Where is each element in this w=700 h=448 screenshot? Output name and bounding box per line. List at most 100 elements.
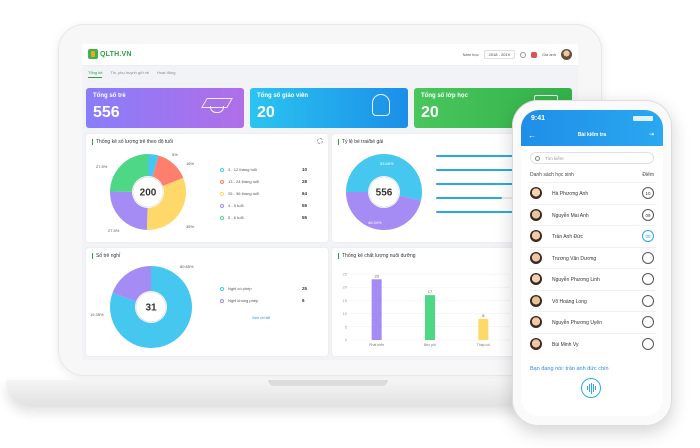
- tab-activities[interactable]: Hoạt động: [157, 70, 176, 75]
- notification-icon[interactable]: [530, 51, 537, 58]
- score-input[interactable]: [642, 251, 654, 264]
- phone-header: 9:41 ← Bài kiểm tra ⇥: [521, 110, 663, 146]
- donut-slice: [346, 153, 422, 201]
- back-arrow-icon[interactable]: ←: [528, 131, 536, 140]
- student-row[interactable]: Trần Anh Đức 09: [530, 225, 656, 246]
- user-avatar[interactable]: [561, 49, 572, 60]
- legend-item: 4 - 5 tuổi: [220, 203, 244, 208]
- score-input[interactable]: 09: [642, 230, 654, 242]
- legend-item: 25 - 36 tháng tuổi: [220, 191, 259, 196]
- tab-parent-messages[interactable]: Tin, phụ huynh gửi về: [110, 70, 150, 75]
- logout-icon[interactable]: ⇥: [648, 132, 654, 138]
- slice-label: 27.5%: [108, 228, 120, 233]
- score-input[interactable]: [642, 273, 654, 285]
- donut-center-value: 31: [145, 303, 157, 314]
- student-avatar: [530, 337, 542, 350]
- legend-label: 13 - 24 tháng tuổi: [228, 179, 260, 184]
- donut-slice: [112, 266, 151, 302]
- gender-donut-chart: 556: [346, 153, 422, 230]
- panel-title: Số trẻ nghỉ: [92, 253, 120, 259]
- legend-item: Nghỉ có phép: [220, 286, 252, 291]
- donut-slice: [109, 266, 192, 348]
- score-input[interactable]: [642, 316, 654, 328]
- score-input[interactable]: 10: [642, 187, 654, 199]
- tab-overview[interactable]: Tổng kê: [88, 70, 103, 78]
- legend-dot-icon: [220, 298, 224, 303]
- legend-value: 10: [302, 167, 308, 172]
- speech-transcript: Bạn đang nói: trần anh đức chín: [530, 366, 609, 372]
- student-name: Nguyễn Phương Linh: [552, 277, 600, 283]
- logo-icon: [88, 49, 98, 59]
- student-row[interactable]: Nguyễn Mai Anh 09: [530, 203, 656, 225]
- dashboard-screen: QLTH.VN Năm học 2018 - 2019 Gia anh Tổng…: [82, 44, 578, 360]
- legend-value: 6: [302, 298, 305, 303]
- stat-value: 556: [93, 104, 120, 121]
- legend-label: 5 - 6 tuổi: [228, 215, 244, 220]
- legend-label: Nghỉ không phép: [228, 298, 259, 303]
- panel-title: Thống kê số lượng trẻ theo độ tuổi: [92, 139, 173, 145]
- stat-label: Tổng số giáo viên: [257, 93, 309, 99]
- x-tick-label: Thấp còi: [477, 343, 491, 347]
- student-row[interactable]: Hà Phương Anh 10: [530, 182, 656, 203]
- stat-value: 20: [421, 104, 439, 121]
- student-avatar: [530, 230, 542, 242]
- student-avatar: [530, 294, 542, 307]
- screen-title: Bài kiểm tra: [577, 132, 607, 138]
- donut-slice: [110, 191, 148, 230]
- student-name: Hà Phương Anh: [552, 191, 589, 197]
- search-icon: [535, 156, 540, 161]
- logo-text: QLTH.VN: [100, 50, 132, 58]
- year-select[interactable]: 2018 - 2019: [483, 50, 515, 59]
- legend-item: 3 - 12 tháng tuổi: [220, 167, 257, 172]
- stat-label: Tổng số trẻ: [93, 93, 126, 99]
- donut-center: [135, 291, 167, 323]
- bar-item: [436, 168, 546, 171]
- bar-value-label: 17: [428, 289, 433, 294]
- slice-label: 53.66%: [380, 161, 394, 166]
- student-name: Bùi Minh Vy: [552, 341, 579, 348]
- microphone-button[interactable]: [581, 378, 601, 398]
- legend-item: 5 - 6 tuổi: [220, 215, 244, 220]
- score-input[interactable]: [642, 337, 654, 350]
- phone-screen: 9:41 ← Bài kiểm tra ⇥ Tìm kiếm Danh sách…: [521, 110, 663, 416]
- list-header-title: Danh sách học sinh: [530, 172, 574, 178]
- student-name: Võ Hoàng Long: [552, 298, 587, 305]
- settings-icon[interactable]: [317, 138, 323, 144]
- student-row[interactable]: Bùi Minh Vy: [530, 332, 656, 354]
- bar: [478, 318, 489, 340]
- student-row[interactable]: Nguyễn Phương Uyên: [530, 311, 656, 332]
- bar: [371, 279, 382, 340]
- donut-slice: [110, 154, 148, 192]
- user-name[interactable]: Gia anh: [541, 52, 556, 57]
- slice-label: 46.34%: [368, 220, 382, 225]
- slice-label: 19.35%: [90, 312, 104, 317]
- stat-card-children[interactable]: Tổng số trẻ 556: [86, 88, 244, 128]
- student-name: Nguyễn Phương Uyên: [552, 320, 602, 326]
- student-row[interactable]: Võ Hoàng Long: [530, 289, 656, 311]
- stat-card-teachers[interactable]: Tổng số giáo viên 20: [250, 88, 408, 128]
- teacher-icon: [372, 94, 390, 116]
- student-row[interactable]: Trương Văn Dương: [530, 246, 656, 268]
- bar-item: [436, 182, 546, 185]
- age-donut-chart: 200: [110, 154, 186, 230]
- score-input[interactable]: [642, 294, 654, 307]
- logo[interactable]: QLTH.VN: [88, 49, 132, 59]
- search-input[interactable]: Tìm kiếm: [530, 152, 654, 164]
- donut-slice: [146, 177, 186, 230]
- status-time: 9:41: [531, 115, 546, 122]
- legend-value: 64: [302, 191, 308, 196]
- view-details-link[interactable]: Xem chi tiết: [252, 316, 271, 320]
- panel-title: Tỷ lệ bé trai/bé gái: [338, 139, 383, 145]
- slice-label: 16%: [186, 161, 195, 166]
- score-input[interactable]: 09: [642, 208, 654, 221]
- student-row[interactable]: Nguyễn Phương Linh: [530, 268, 656, 289]
- help-icon[interactable]: [519, 51, 526, 58]
- slice-label: 27.5%: [96, 164, 108, 169]
- bar-item: [436, 210, 546, 213]
- stat-label: Tổng số lớp học: [421, 93, 468, 99]
- donut-slice: [346, 192, 421, 230]
- student-avatar: [530, 251, 542, 264]
- bar-item: [436, 196, 546, 199]
- x-tick-label: Béo phì: [424, 343, 436, 347]
- y-tick-label: 25: [343, 272, 348, 277]
